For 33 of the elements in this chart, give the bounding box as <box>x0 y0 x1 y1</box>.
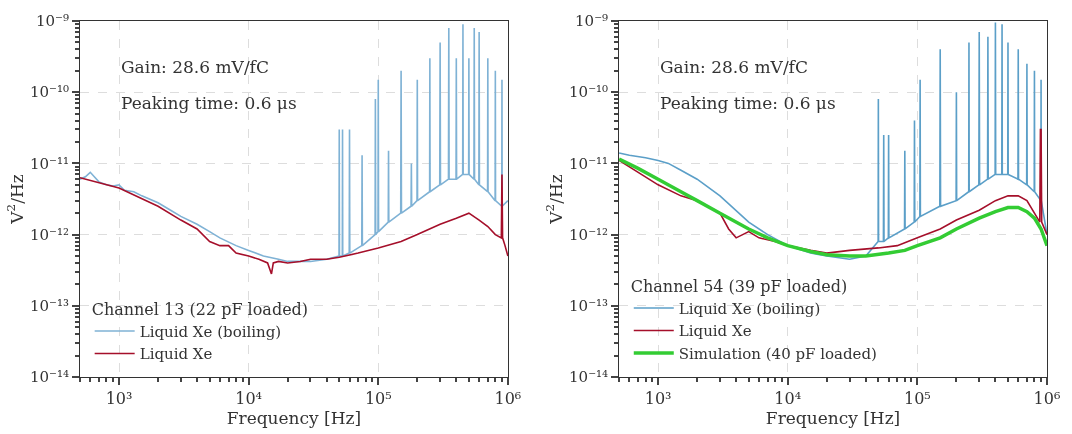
y-tick-label: 10⁻¹² <box>569 225 609 244</box>
annotation: Gain: 28.6 mV/fC <box>121 57 269 77</box>
x-tick-label: 10⁶ <box>494 389 522 409</box>
x-tick-label: 10⁴ <box>774 389 802 409</box>
legend-title: Channel 13 (22 pF loaded) <box>91 299 309 319</box>
legend-label: Liquid Xe <box>139 345 213 364</box>
annotation: Gain: 28.6 mV/fC <box>660 57 808 77</box>
x-axis-title: Frequency [Hz] <box>226 408 362 429</box>
y-tick-label: 10⁻¹² <box>29 225 69 244</box>
y-tick-label: 10⁻¹⁰ <box>29 83 69 102</box>
x-tick-label: 10⁴ <box>235 389 263 409</box>
x-tick-label: 10⁵ <box>364 389 392 409</box>
y-tick-label: 10⁻¹¹ <box>29 154 69 173</box>
y-tick-label: 10⁻¹⁴ <box>569 368 609 387</box>
x-tick-label: 10⁵ <box>903 389 931 409</box>
legend-label: Liquid Xe <box>678 322 752 341</box>
y-tick-label: 10⁻⁹ <box>35 12 69 31</box>
x-axis-title: Frequency [Hz] <box>765 408 901 429</box>
y-tick-label: 10⁻¹³ <box>29 297 69 316</box>
y-tick-label: 10⁻⁹ <box>575 12 609 31</box>
x-tick-label: 10³ <box>105 389 133 409</box>
x-tick-label: 10⁶ <box>1033 389 1061 409</box>
y-tick-label: 10⁻¹⁰ <box>569 83 609 102</box>
y-tick-label: 10⁻¹³ <box>569 297 609 316</box>
annotation: Peaking time: 0.6 μs <box>121 93 297 113</box>
legend-title: Channel 54 (39 pF loaded) <box>630 276 848 296</box>
y-tick-label: 10⁻¹⁴ <box>29 368 69 387</box>
y-tick-label: 10⁻¹¹ <box>569 154 609 173</box>
legend-label: Simulation (40 pF loaded) <box>678 344 877 363</box>
legend-label: Liquid Xe (boiling) <box>139 322 282 341</box>
x-tick-label: 10³ <box>644 389 672 409</box>
annotation: Peaking time: 0.6 μs <box>660 93 836 113</box>
legend-label: Liquid Xe (boiling) <box>678 299 821 318</box>
